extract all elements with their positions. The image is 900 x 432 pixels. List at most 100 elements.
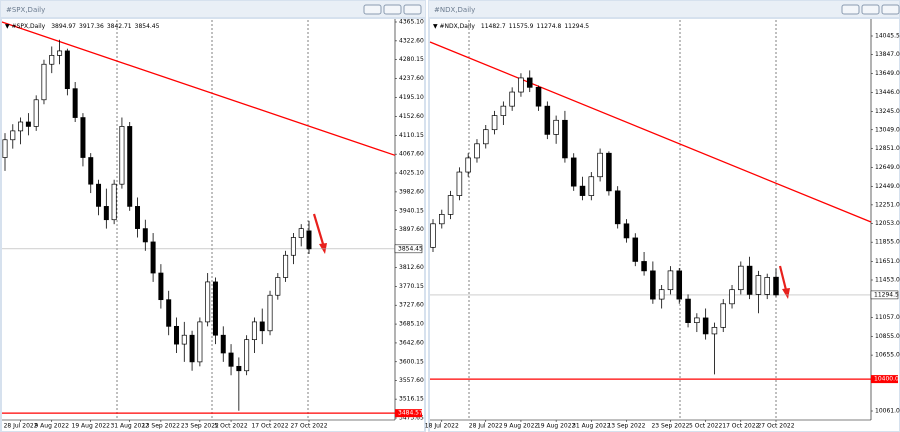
candle-body [658, 289, 665, 300]
current-price-box [394, 244, 423, 254]
chart-pane [430, 19, 899, 431]
candle-body [694, 317, 700, 323]
candle-body [614, 190, 621, 225]
chart-pane [2, 19, 424, 431]
x-tick-label: 17 Oct 2022 [722, 423, 759, 430]
candle-body [439, 214, 445, 225]
close-button[interactable] [403, 4, 422, 15]
trendline [429, 41, 872, 223]
maximize-button[interactable] [383, 4, 402, 15]
y-tick-label: 10061.0 [875, 408, 900, 415]
candle-body [173, 325, 179, 345]
y-tick-label: 4237.60 [399, 75, 424, 82]
candle-body [135, 206, 141, 229]
y-tick-label: 4025.10 [399, 170, 424, 177]
arrow-head [782, 288, 790, 299]
y-tick-label: 3685.10 [399, 321, 424, 328]
y-tick-label: 11453.0 [875, 276, 900, 283]
arrow-head [319, 243, 327, 254]
candle-body [290, 237, 296, 256]
x-tick-label: 5 Oct 2022 [689, 423, 722, 430]
candle-body [2, 139, 8, 158]
candle-body [197, 321, 203, 363]
candle-body [96, 183, 102, 207]
candle-body [189, 334, 195, 363]
candle-body [518, 77, 524, 93]
candle-body [579, 185, 586, 196]
candle-body [127, 126, 133, 207]
candle-body [526, 77, 533, 88]
candle-body [632, 237, 639, 262]
candle-body [597, 152, 603, 178]
candle-body [111, 183, 117, 221]
candle-body [535, 86, 542, 107]
y-tick-label: 3982.60 [399, 188, 424, 195]
y-tick-label: 11651.0 [875, 258, 900, 265]
period-separators [116, 20, 777, 420]
y-tick-label: 3812.60 [399, 264, 424, 271]
x-tick-label: 5 Oct 2022 [214, 423, 247, 430]
candle-body [773, 276, 779, 296]
y-tick-label: 10655.0 [875, 352, 900, 359]
candle-body [49, 55, 55, 65]
candle-body [244, 339, 250, 372]
current-price-box [870, 290, 899, 300]
x-tick-label: 13 Sep 2022 [607, 423, 645, 430]
candle-body [711, 326, 718, 335]
candle-body [720, 303, 726, 328]
candle-body [10, 130, 16, 141]
candle-body [729, 289, 735, 305]
candle-body [764, 277, 770, 295]
candle-body [465, 157, 471, 173]
candle-body [158, 272, 164, 301]
candle-body [306, 230, 312, 250]
candle-body [88, 157, 94, 185]
candle-body [676, 270, 683, 300]
annotation-arrows [312, 213, 790, 299]
x-tick-label: 27 Oct 2022 [290, 423, 327, 430]
header-open: 3894.97 [51, 23, 76, 30]
candle-body [456, 171, 463, 196]
candle-body [142, 228, 148, 243]
candle-body [650, 270, 656, 300]
candle-body [746, 265, 753, 295]
candle-body [119, 126, 125, 185]
title-bar [429, 1, 899, 17]
minimize-button[interactable] [841, 4, 860, 15]
close-button[interactable] [881, 4, 900, 15]
candle-body [570, 157, 577, 187]
x-tick-label: 9 Aug 2022 [34, 423, 69, 430]
candle-body [283, 254, 289, 278]
candle-body [447, 195, 454, 215]
title-bar [1, 1, 425, 17]
window-title: #SPX,Daily [6, 6, 45, 14]
window-buttons [363, 4, 900, 15]
y-tick-label: 3897.60 [399, 226, 424, 233]
x-tick-label: 18 Jul 2022 [425, 423, 459, 430]
x-tick-label: 27 Oct 2022 [757, 423, 794, 430]
x-tick-label: 31 Aug 2022 [110, 423, 149, 430]
candle-body [298, 228, 304, 238]
maximize-button[interactable] [861, 4, 880, 15]
header-marker: ▼ [5, 23, 12, 30]
candle-body [220, 334, 226, 354]
x-tick-label: 23 Sep 2022 [181, 423, 219, 430]
current-price-label: 11294.5 [874, 291, 899, 298]
x-tick-label: 28 Jul 2022 [469, 423, 503, 430]
candle-body [251, 321, 257, 341]
y-tick-label: 12251.0 [875, 201, 900, 208]
y-tick-label: 11057.0 [875, 314, 900, 321]
y-tick-label: 3940.15 [399, 207, 424, 214]
y-tick-label: 3557.60 [399, 377, 424, 384]
candle-body [588, 176, 595, 196]
candle-body [103, 206, 109, 221]
window-title: #NDX,Daily [434, 6, 475, 14]
minimize-button[interactable] [363, 4, 382, 15]
y-tick-label: 13049.0 [875, 126, 900, 133]
current-price-label: 3854.45 [398, 245, 423, 252]
candle-body [483, 129, 489, 145]
candle-body [72, 88, 78, 118]
y-tick-label: 3727.60 [399, 302, 424, 309]
y-tick-label: 4067.60 [399, 151, 424, 158]
support-label-box [395, 409, 422, 418]
